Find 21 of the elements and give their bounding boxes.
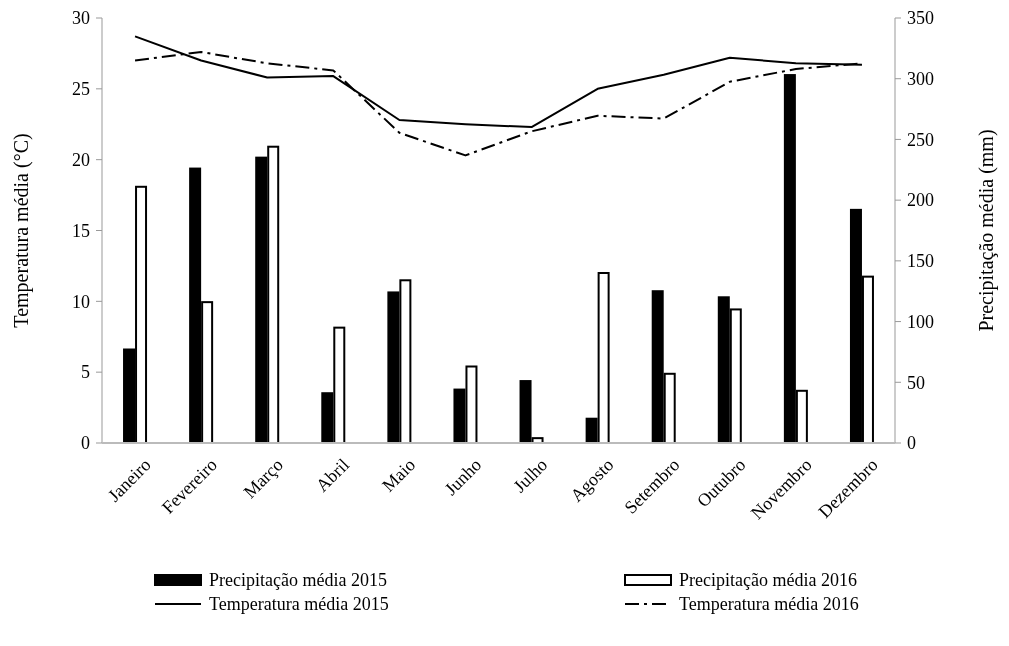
y-tick-label: 25 bbox=[72, 79, 90, 100]
legend-label: Precipitação média 2016 bbox=[679, 570, 857, 591]
y2-tick-label: 350 bbox=[907, 8, 934, 29]
y2-axis-title: Precipitação média (mm) bbox=[975, 129, 998, 332]
y-tick-label: 15 bbox=[72, 220, 90, 241]
y2-tick-label: 100 bbox=[907, 311, 934, 332]
y-tick-label: 5 bbox=[81, 362, 90, 383]
y2-tick-label: 200 bbox=[907, 190, 934, 211]
y2-tick-label: 250 bbox=[907, 129, 934, 150]
y2-tick-label: 0 bbox=[907, 433, 916, 454]
legend-label: Precipitação média 2015 bbox=[209, 570, 387, 591]
y-tick-label: 10 bbox=[72, 291, 90, 312]
y-tick-label: 30 bbox=[72, 8, 90, 29]
legend-label: Temperatura média 2016 bbox=[679, 594, 859, 615]
legend-label: Temperatura média 2015 bbox=[209, 594, 389, 615]
y2-tick-label: 150 bbox=[907, 251, 934, 272]
y-tick-label: 0 bbox=[81, 433, 90, 454]
y-tick-label: 20 bbox=[72, 149, 90, 170]
y-axis-title: Temperatura média (°C) bbox=[10, 133, 33, 328]
y2-tick-label: 50 bbox=[907, 372, 925, 393]
y2-tick-label: 300 bbox=[907, 69, 934, 90]
